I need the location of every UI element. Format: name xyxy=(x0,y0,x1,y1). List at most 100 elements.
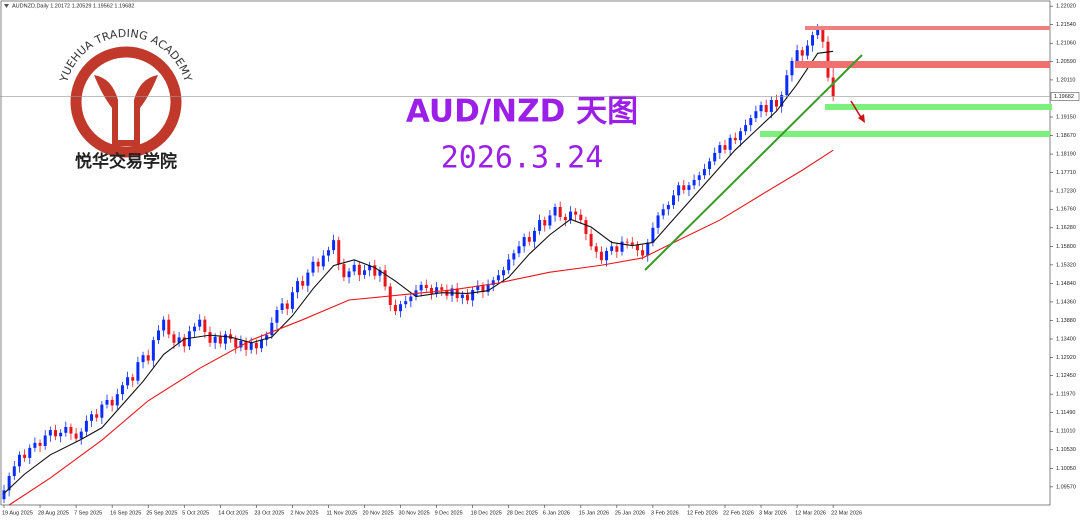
y-tick-label: 1.10530 xyxy=(1056,447,1076,453)
candle-body xyxy=(646,242,650,256)
candle-body xyxy=(48,430,52,436)
candle-body xyxy=(223,334,227,344)
candle-body xyxy=(177,337,181,343)
y-tick-label: 1.19150 xyxy=(1056,114,1076,120)
candle-body xyxy=(615,246,619,252)
candle-body xyxy=(769,99,773,112)
candle-body xyxy=(316,261,320,267)
candle-body xyxy=(666,205,670,210)
candle-body xyxy=(630,242,634,245)
candle-body xyxy=(270,322,274,336)
candle-body xyxy=(105,399,109,405)
candle-body xyxy=(728,137,732,150)
candle-body xyxy=(337,240,341,265)
candle-body xyxy=(59,432,63,437)
candle-body xyxy=(239,340,243,348)
candle-body xyxy=(651,227,655,243)
candle-body xyxy=(368,265,372,271)
candle-body xyxy=(785,75,789,95)
candle-body xyxy=(301,281,305,286)
candle-body xyxy=(404,301,408,305)
x-tick-label: 3 Mar 2026 xyxy=(759,510,787,516)
y-tick-label: 1.22020 xyxy=(1056,4,1076,10)
candle-body xyxy=(816,29,820,36)
x-tick-label: 22 Feb 2026 xyxy=(723,510,754,516)
x-tick-label: 5 Oct 2025 xyxy=(182,510,209,516)
candle-body xyxy=(157,330,160,341)
candle-body xyxy=(151,340,155,361)
candle-body xyxy=(64,427,68,433)
candle-body xyxy=(672,195,675,206)
candle-body xyxy=(90,414,94,421)
candle-body xyxy=(115,394,119,406)
candle-body xyxy=(491,280,495,285)
candle-body xyxy=(692,179,696,186)
candle-body xyxy=(378,270,382,276)
chart-title: AUD/NZD 天图 xyxy=(406,94,638,130)
x-tick-label: 15 Jan 2026 xyxy=(579,510,609,516)
logo-name-cn: 悦华交易学院 xyxy=(75,151,177,172)
resistance-zone xyxy=(795,61,1050,68)
candle-body xyxy=(532,230,536,242)
x-tick-label: 11 Nov 2025 xyxy=(326,510,357,516)
candle-body xyxy=(553,206,557,216)
arrow xyxy=(850,100,863,120)
y-tick-label: 1.14840 xyxy=(1056,281,1076,287)
candle-body xyxy=(697,175,701,180)
candle-body xyxy=(543,220,547,226)
candle-body xyxy=(110,399,114,406)
candle-body xyxy=(610,246,614,251)
candle-body xyxy=(584,220,588,234)
x-tick-label: 28 Aug 2025 xyxy=(38,510,69,516)
candle-body xyxy=(146,355,150,361)
candle-body xyxy=(558,206,562,217)
candle-body xyxy=(450,288,454,296)
y-tick-label: 1.20110 xyxy=(1056,77,1075,83)
candle-body xyxy=(821,29,825,42)
candle-body xyxy=(744,125,748,132)
candle-body xyxy=(23,454,27,458)
y-tick-label: 1.09570 xyxy=(1056,484,1076,490)
candle-body xyxy=(326,250,330,256)
candle-body xyxy=(363,270,366,275)
candle-body xyxy=(208,332,212,343)
y-tick-label: 1.15800 xyxy=(1056,244,1076,250)
candle-body xyxy=(244,340,248,350)
x-tick-label: 12 Feb 2026 xyxy=(687,510,718,516)
candle-body xyxy=(656,215,660,228)
x-tick-label: 16 Sep 2025 xyxy=(110,510,141,516)
candle-body xyxy=(496,275,500,281)
candle-body xyxy=(84,420,88,432)
candle-body xyxy=(682,185,686,190)
candle-body xyxy=(311,261,315,273)
candle-body xyxy=(594,246,598,252)
y-tick-label: 1.14360 xyxy=(1056,299,1076,305)
candle-body xyxy=(687,185,691,190)
candle-body xyxy=(126,377,130,386)
x-tick-label: 25 Jan 2026 xyxy=(615,510,645,516)
candle-body xyxy=(527,237,531,242)
arrow-head xyxy=(858,114,865,123)
candle-body xyxy=(347,271,351,278)
candle-body xyxy=(460,294,464,299)
candle-body xyxy=(280,303,284,311)
x-tick-label: 30 Nov 2025 xyxy=(399,510,430,516)
moving-average-line xyxy=(3,50,834,494)
candle-body xyxy=(28,447,32,458)
candle-body xyxy=(569,211,572,221)
y-tick-label: 1.11970 xyxy=(1056,392,1075,398)
candle-body xyxy=(723,145,727,150)
candle-body xyxy=(800,50,804,56)
candle-body xyxy=(79,431,83,439)
candle-body xyxy=(713,152,717,162)
y-tick-label: 1.13400 xyxy=(1056,336,1076,342)
marks-layer xyxy=(2,23,835,506)
candle-body xyxy=(538,220,542,231)
candle-body xyxy=(790,61,794,76)
y-tick-label: 1.15320 xyxy=(1056,262,1076,268)
candle-body xyxy=(131,377,135,381)
candle-body xyxy=(254,342,258,349)
candle-body xyxy=(54,430,57,437)
candle-body xyxy=(718,145,722,153)
moving-average-line xyxy=(8,149,834,506)
